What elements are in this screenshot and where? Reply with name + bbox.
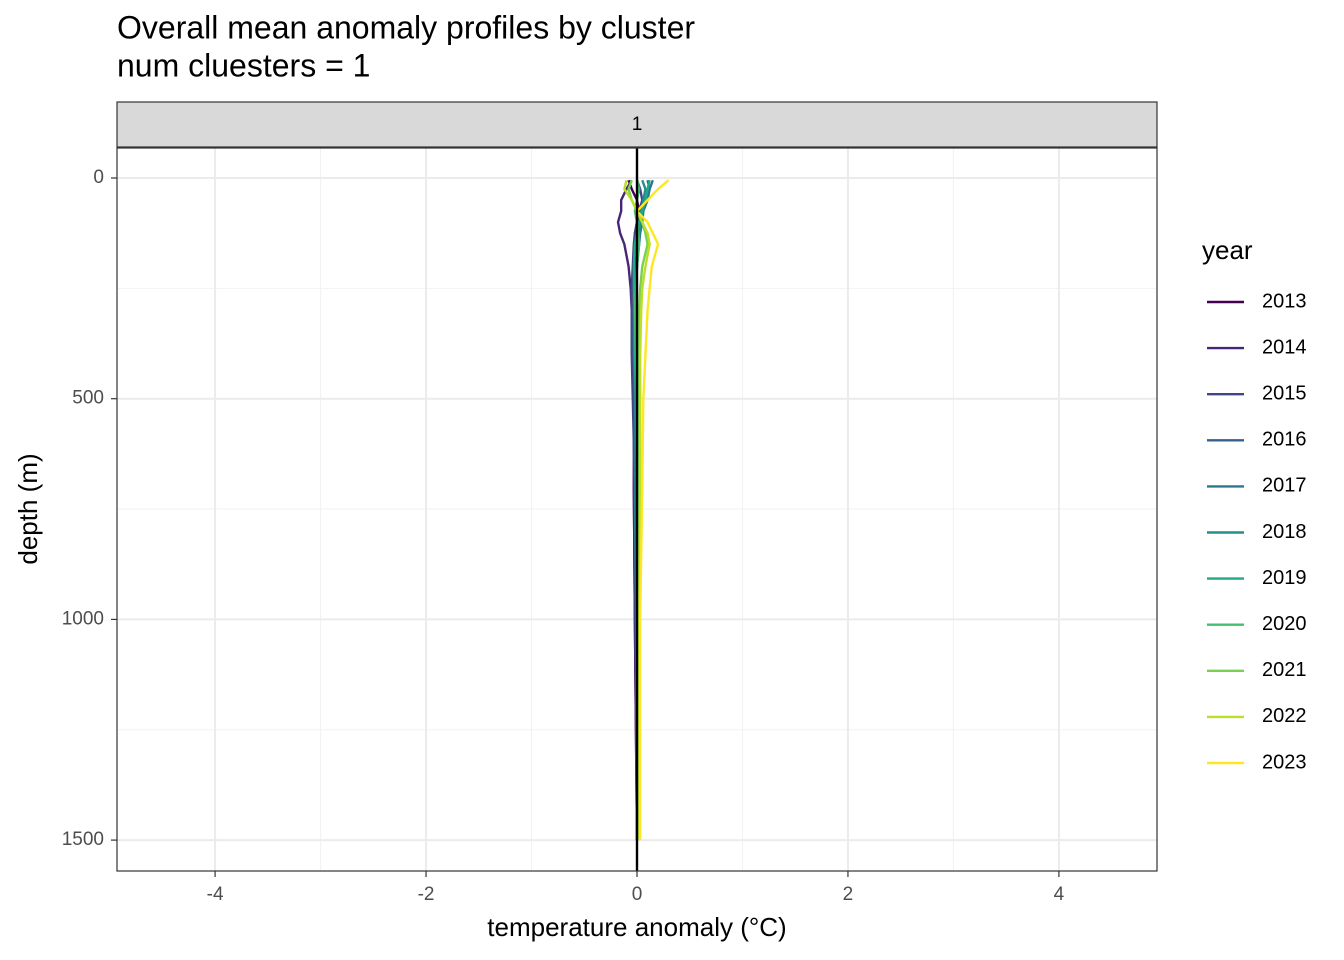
y-axis-title: depth (m) [13,453,43,564]
x-tick-label: 0 [632,884,643,905]
legend-label: 2019 [1262,567,1307,589]
legend-label: 2018 [1262,521,1307,543]
x-tick-label: -2 [418,884,435,905]
x-tick-label: -4 [207,884,224,905]
x-tick-label: 4 [1054,884,1065,905]
legend-label: 2020 [1262,613,1307,635]
facet-label: 1 [632,114,643,135]
legend-label: 2022 [1262,705,1307,727]
legend-title: year [1202,235,1253,265]
panel-border [116,147,1158,872]
chart-subtitle: num cluesters = 1 [117,47,370,83]
y-tick-label: 1000 [62,608,104,629]
legend-label: 2017 [1262,475,1307,497]
legend-label: 2014 [1262,336,1307,358]
legend-label: 2016 [1262,429,1307,451]
chart-title: Overall mean anomaly profiles by cluster [117,9,695,45]
legend-label: 2021 [1262,659,1307,681]
legend-label: 2023 [1262,751,1307,773]
x-tick-label: 2 [843,884,854,905]
y-tick-label: 0 [93,167,104,188]
profile-line [635,179,670,841]
legend-label: 2013 [1262,290,1307,312]
profile-line [623,179,651,841]
x-axis-title: temperature anomaly (°C) [487,912,786,942]
legend-label: 2015 [1262,382,1307,404]
facet-strip [116,101,1158,148]
y-tick-label: 1500 [62,829,104,850]
y-tick-label: 500 [72,388,104,409]
